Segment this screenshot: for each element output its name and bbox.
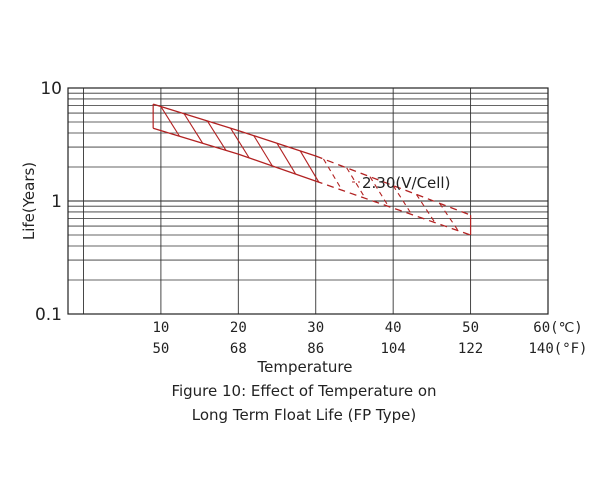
band-annotation: 2.30(V/Cell) — [362, 174, 450, 192]
x-tick-celsius: 50 — [462, 320, 479, 336]
x-tick-celsius: 40 — [385, 320, 402, 336]
band-hatch — [183, 113, 204, 144]
life-band — [152, 103, 472, 236]
band-hatch — [299, 150, 320, 183]
band-upper-edge — [238, 129, 316, 157]
y-tick-0.1: 0.1 — [35, 305, 62, 325]
caption-line-2: Long Term Float Life (FP Type) — [192, 406, 416, 424]
x-tick-fahrenheit: 86 — [307, 341, 324, 357]
x-tick-fahrenheit: 104 — [381, 341, 406, 357]
band-hatch — [160, 106, 180, 137]
band-hatch — [206, 120, 227, 151]
x-tick-fahrenheit: 68 — [230, 341, 247, 357]
y-axis-label: Life(Years) — [20, 162, 38, 240]
grid — [67, 87, 549, 315]
band-hatch — [392, 185, 413, 215]
y-tick-1: 1 — [51, 192, 62, 212]
band-hatch — [276, 143, 297, 175]
x-tick-celsius: 30 — [307, 320, 324, 336]
band-upper-edge — [152, 103, 239, 132]
band-lower-edge — [238, 153, 316, 182]
y-tick-10: 10 — [40, 79, 62, 99]
x-tick-fahrenheit: 122 — [458, 341, 483, 357]
band-lower-edge — [315, 180, 471, 236]
band-hatch — [415, 194, 436, 223]
band-hatch — [230, 127, 250, 159]
plot-frame — [67, 87, 549, 315]
band-hatch — [369, 176, 389, 207]
caption-line-1: Figure 10: Effect of Temperature on — [171, 382, 436, 400]
band-hatch — [253, 135, 273, 167]
band-hatch — [346, 167, 366, 199]
x-tick-celsius: 60(℃) — [533, 320, 582, 336]
band-upper-edge — [315, 155, 471, 216]
band-hatch — [323, 158, 343, 191]
x-tick-fahrenheit: 140(°F) — [528, 341, 587, 357]
x-axis-label: Temperature — [256, 358, 352, 376]
axes — [67, 87, 549, 315]
band-lower-edge — [152, 127, 239, 155]
band-hatch — [439, 202, 459, 232]
x-tick-labels: 10 50 20 68 30 86 40 104 50 122 60(℃) 140(°F) — [152, 320, 587, 357]
x-tick-celsius: 20 — [230, 320, 247, 336]
x-tick-celsius: 10 — [152, 320, 169, 336]
x-tick-fahrenheit: 50 — [152, 341, 169, 357]
